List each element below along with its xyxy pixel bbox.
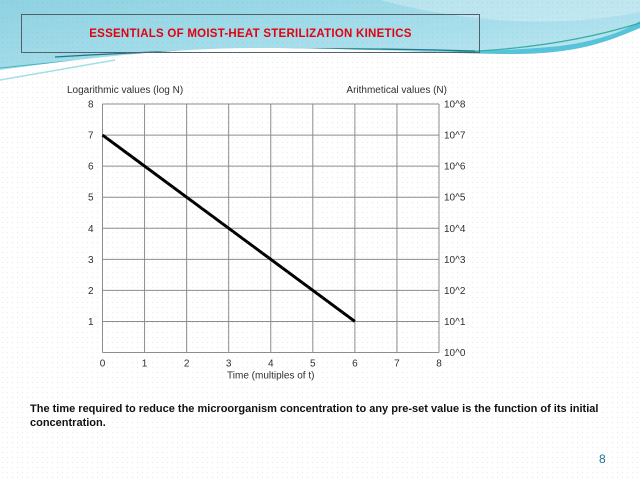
left-tick-label: 2 xyxy=(88,286,94,297)
survivor-curve-line xyxy=(101,133,356,323)
right-tick-label: 10^1 xyxy=(444,317,466,328)
x-tick-label: 7 xyxy=(394,359,400,370)
x-tick-label: 6 xyxy=(352,359,358,370)
x-tick-label: 4 xyxy=(268,359,274,370)
x-axis-title: Time (multiples of t) xyxy=(227,371,314,382)
wave-white-swoosh xyxy=(0,28,640,86)
x-tick-label: 1 xyxy=(142,359,148,370)
title-box: ESSENTIALS OF MOIST-HEAT STERILIZATION K… xyxy=(21,14,480,53)
right-tick-label: 10^2 xyxy=(444,286,466,297)
left-tick-label: 5 xyxy=(88,193,94,204)
right-tick-label: 10^0 xyxy=(444,348,466,359)
slide-title: ESSENTIALS OF MOIST-HEAT STERILIZATION K… xyxy=(89,27,412,40)
x-tick-label: 0 xyxy=(100,359,106,370)
right-tick-label: 10^6 xyxy=(444,162,466,173)
right-tick-label: 10^7 xyxy=(444,131,466,142)
right-tick-label: 10^5 xyxy=(444,193,466,204)
survivor-curve-chart: Logarithmic values (log N) Arithmetical … xyxy=(0,80,640,392)
left-tick-label: 7 xyxy=(88,131,94,142)
right-tick-label: 10^3 xyxy=(444,255,466,266)
page-number: 8 xyxy=(599,452,606,466)
chart-canvas: 8 7 6 5 4 3 2 1 10^8 10^7 10^6 10^5 10^4 10^3 10^2 10^1… xyxy=(88,100,466,382)
left-tick-label: 8 xyxy=(88,100,94,111)
left-axis-title: Logarithmic values (log N) xyxy=(67,85,184,96)
x-tick-label: 8 xyxy=(436,359,442,370)
wave-left-tail-line xyxy=(0,59,116,81)
wave-highlight xyxy=(380,0,640,22)
left-tick-label: 4 xyxy=(88,224,94,235)
x-tick-label: 5 xyxy=(310,359,316,370)
left-tick-label: 3 xyxy=(88,255,94,266)
caption-text: The time required to reduce the microorg… xyxy=(30,403,599,429)
right-axis-title: Arithmetical values (N) xyxy=(346,85,447,96)
left-tick-label: 6 xyxy=(88,162,94,173)
wave-blue-band xyxy=(330,21,640,55)
x-tick-label: 3 xyxy=(226,359,232,370)
right-tick-label: 10^4 xyxy=(444,224,466,235)
x-tick-label: 2 xyxy=(184,359,190,370)
right-tick-label: 10^8 xyxy=(444,100,466,111)
left-tick-label: 1 xyxy=(88,317,94,328)
